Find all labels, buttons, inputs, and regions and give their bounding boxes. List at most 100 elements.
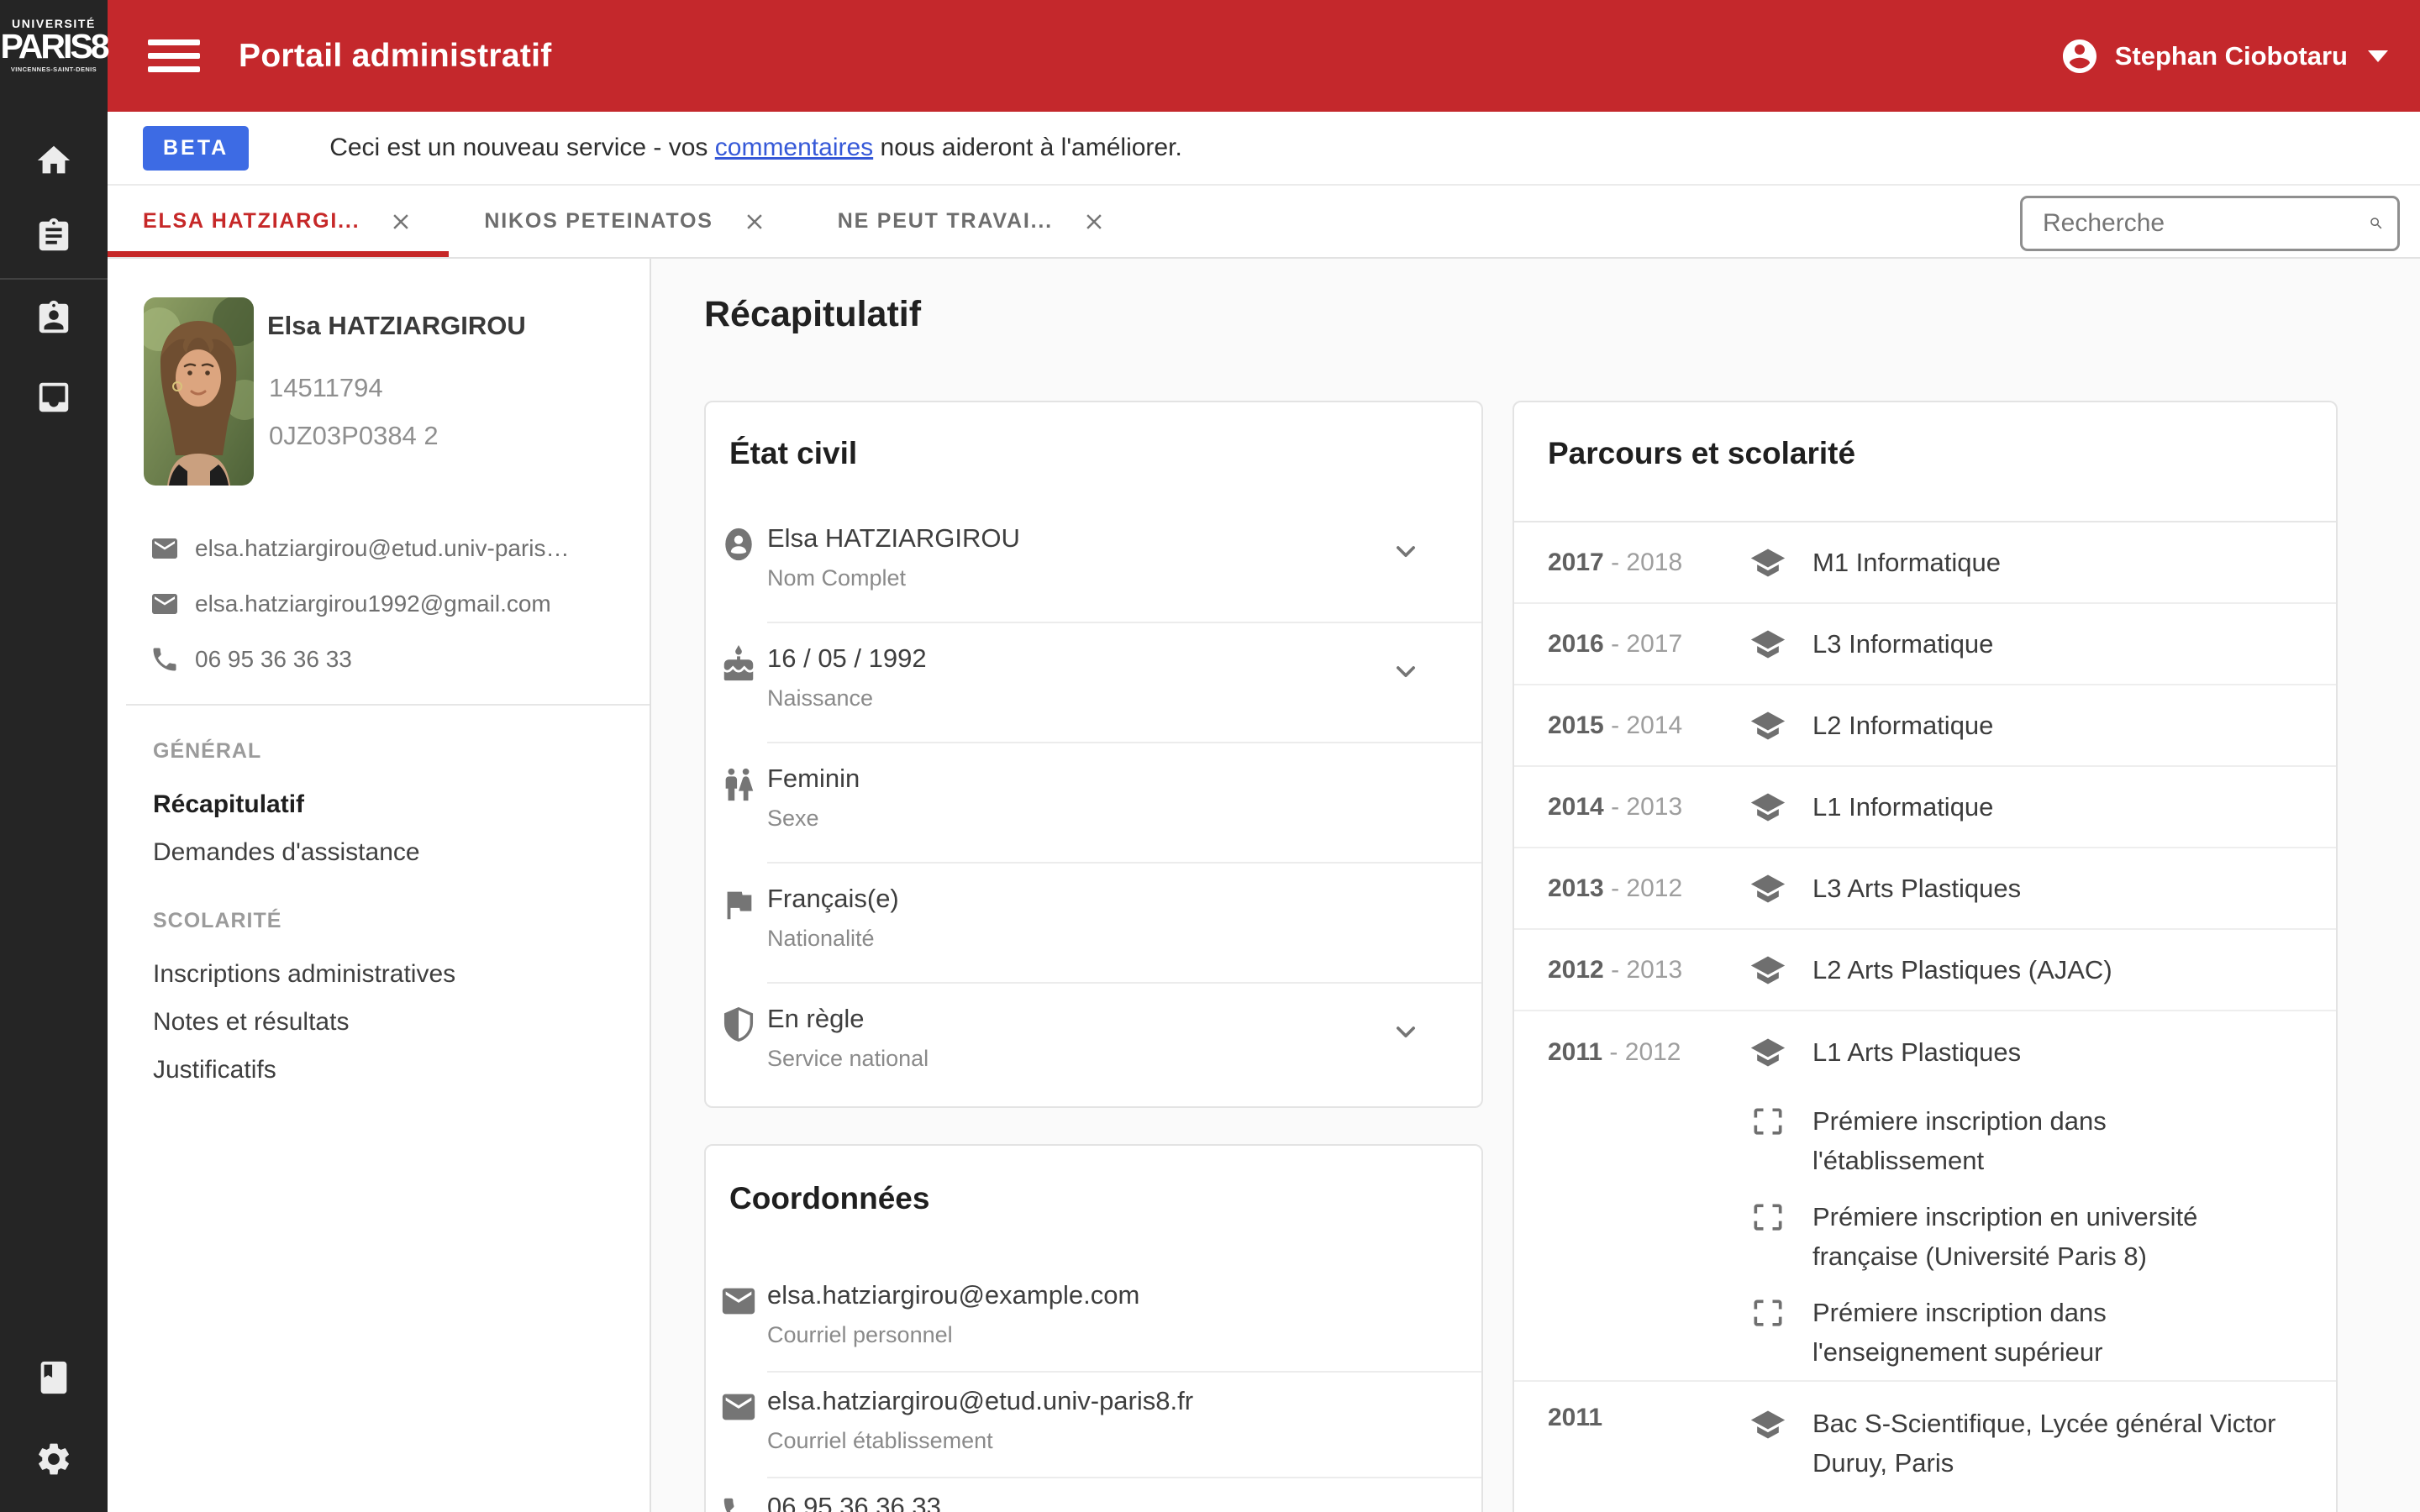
chevron-down-icon[interactable] bbox=[1389, 655, 1423, 689]
parcours-text: L2 Arts Plastiques (AJAC) bbox=[1812, 955, 2112, 984]
detail-row: 06 95 36 36 33 bbox=[706, 1478, 1481, 1512]
detail-label: Nom Complet bbox=[767, 565, 907, 591]
parcours-years: 2012 - 2013 bbox=[1548, 955, 1683, 984]
parcours-card: Parcours et scolarité 2017 - 2018 M1 Info… bbox=[1512, 401, 2338, 1512]
tab-close-icon[interactable] bbox=[388, 209, 413, 234]
detail-row: Elsa HATZIARGIROU Nom Complet bbox=[706, 503, 1481, 623]
chevron-down-icon[interactable] bbox=[1389, 535, 1423, 569]
detail-row: elsa.hatziargirou@example.com Courriel pe… bbox=[706, 1267, 1481, 1373]
email-icon bbox=[152, 594, 177, 614]
contact-value: elsa.hatziargirou@etud.univ-paris… bbox=[195, 535, 570, 561]
contact-list: elsa.hatziargirou@etud.univ-paris… elsa.h… bbox=[150, 521, 570, 687]
clipboard-icon bbox=[39, 218, 69, 251]
id-badge-icon bbox=[39, 300, 69, 333]
first-inscription-icon bbox=[1754, 1204, 1782, 1231]
sidebar-divider bbox=[0, 278, 108, 280]
chevron-down-icon[interactable] bbox=[1389, 1016, 1423, 1049]
sidebar-id-badge-icon[interactable] bbox=[0, 299, 108, 338]
parcours-row: 2012 - 2013 L2 Arts Plastiques (AJAC) bbox=[1514, 930, 2336, 1011]
etat-civil-card: État civil Elsa HATZIARGIROU Nom Complet 1… bbox=[704, 401, 1483, 1108]
cake-icon bbox=[723, 645, 754, 681]
parcours-row: 2015 - 2014 L2 Informatique bbox=[1514, 685, 2336, 767]
student-number: 14511794 bbox=[269, 373, 383, 402]
home-icon bbox=[37, 145, 71, 174]
phone-icon bbox=[153, 648, 176, 671]
beta-text-before: Ceci est un nouveau service - vos bbox=[329, 134, 715, 161]
detail-value: elsa.hatziargirou@example.com bbox=[767, 1280, 1140, 1310]
parcours-row: 2011 Bac S-Scientifique, Lycée général Vi… bbox=[1514, 1382, 2336, 1491]
app-title: Portail administratif bbox=[239, 37, 552, 74]
school-icon bbox=[1750, 793, 1786, 821]
nav-item-r-capitulatif[interactable]: Récapitulatif bbox=[153, 790, 305, 818]
nav-section-title: GÉNÉRAL bbox=[153, 739, 262, 763]
panel-divider bbox=[126, 704, 650, 706]
parcours-text: L1 Arts Plastiques bbox=[1812, 1037, 2022, 1067]
parcours-text: L3 Arts Plastiques bbox=[1812, 874, 2022, 903]
detail-row: 16 / 05 / 1992 Naissance bbox=[706, 623, 1481, 743]
nav-item-justificatifs[interactable]: Justificatifs bbox=[153, 1056, 276, 1084]
email-icon bbox=[722, 1288, 755, 1315]
tab-label: NE PEUT TRAVAI... bbox=[837, 209, 1053, 233]
parcours-title: Parcours et scolarité bbox=[1548, 436, 1856, 470]
search-icon[interactable] bbox=[2369, 207, 2384, 239]
first-inscription-icon bbox=[1754, 1108, 1782, 1135]
sidebar-inbox-icon[interactable] bbox=[0, 378, 108, 417]
email-icon bbox=[152, 538, 177, 559]
person-icon bbox=[725, 528, 752, 561]
detail-label: Naissance bbox=[767, 685, 874, 711]
search-input[interactable] bbox=[2041, 208, 2369, 239]
nav-item-notes-et-r-sultats[interactable]: Notes et résultats bbox=[153, 1008, 350, 1036]
beta-banner: BETA Ceci est un nouveau service - vos c… bbox=[108, 112, 2420, 186]
parcours-years: 2017 - 2018 bbox=[1548, 548, 1683, 576]
people-icon bbox=[725, 768, 754, 801]
tab-2[interactable]: NIKOS PETEINATOS bbox=[449, 186, 802, 257]
parcours-header: Parcours et scolarité bbox=[1514, 402, 2336, 522]
sidebar-home-icon[interactable] bbox=[0, 141, 108, 180]
parcours-years: 2015 - 2014 bbox=[1548, 711, 1683, 739]
book-icon bbox=[40, 1361, 67, 1394]
tabs-bar: ELSA HATZIARGI... NIKOS PETEINATOS NE PEUT… bbox=[108, 186, 2420, 259]
portrait-image bbox=[144, 297, 254, 486]
parcours-text: Prémiere inscription en université franç… bbox=[1812, 1202, 2198, 1271]
nav-item-inscriptions-administratives[interactable]: Inscriptions administratives bbox=[153, 960, 456, 988]
detail-value: Elsa HATZIARGIROU bbox=[767, 523, 1020, 553]
user-menu[interactable]: Stephan Ciobotaru bbox=[2060, 36, 2388, 76]
app-header: Portail administratif Stephan Ciobotaru bbox=[108, 0, 2420, 112]
detail-row: elsa.hatziargirou@etud.univ-paris8.fr Cou… bbox=[706, 1373, 1481, 1478]
tab-close-icon[interactable] bbox=[1081, 209, 1107, 234]
detail-value: Français(e) bbox=[767, 884, 899, 913]
contact-value: 06 95 36 36 33 bbox=[195, 646, 352, 672]
sidebar-book-icon[interactable] bbox=[0, 1358, 108, 1397]
tab-close-icon[interactable] bbox=[742, 209, 767, 234]
account-circle-icon bbox=[2062, 39, 2096, 73]
tab-3[interactable]: NE PEUT TRAVAI... bbox=[802, 186, 1142, 257]
email-icon bbox=[722, 1394, 755, 1420]
page-title: Récapitulatif bbox=[704, 294, 922, 334]
menu-icon[interactable] bbox=[148, 37, 200, 76]
beta-text: Ceci est un nouveau service - vos commen… bbox=[329, 134, 1182, 162]
logo-line2: PARIS8 bbox=[0, 27, 109, 66]
parcours-years: 2013 - 2012 bbox=[1548, 874, 1683, 902]
tab-label: ELSA HATZIARGI... bbox=[143, 209, 360, 233]
parcours-text: L3 Informatique bbox=[1812, 629, 1994, 659]
sidebar-settings-icon[interactable] bbox=[0, 1440, 108, 1478]
detail-value: En règle bbox=[767, 1004, 865, 1033]
school-icon bbox=[1750, 1038, 1786, 1066]
school-icon bbox=[1750, 874, 1786, 902]
tab-1[interactable]: ELSA HATZIARGI... bbox=[108, 186, 449, 257]
sidebar: UNIVERSITÉ PARIS8 VINCENNES-SAINT-DENIS bbox=[0, 0, 110, 1512]
parcours-years: 2014 - 2013 bbox=[1548, 792, 1683, 821]
detail-value: elsa.hatziargirou@etud.univ-paris8.fr bbox=[767, 1386, 1194, 1415]
detail-label: Service national bbox=[767, 1046, 929, 1071]
logo-line1: UNIVERSITÉ bbox=[11, 17, 96, 30]
settings-icon bbox=[39, 1443, 69, 1475]
main-content: Récapitulatif État civil Elsa HATZIARGIR… bbox=[651, 259, 2420, 1512]
nav-item-demandes-d-assistance[interactable]: Demandes d'assistance bbox=[153, 838, 420, 866]
detail-label: Nationalité bbox=[767, 926, 875, 951]
feedback-link[interactable]: commentaires bbox=[714, 134, 874, 161]
parcours-row: 2013 - 2012 L3 Arts Plastiques bbox=[1514, 848, 2336, 930]
sidebar-clipboard-icon[interactable] bbox=[0, 217, 108, 255]
student-photo bbox=[144, 297, 254, 486]
phone-icon bbox=[723, 1498, 734, 1512]
